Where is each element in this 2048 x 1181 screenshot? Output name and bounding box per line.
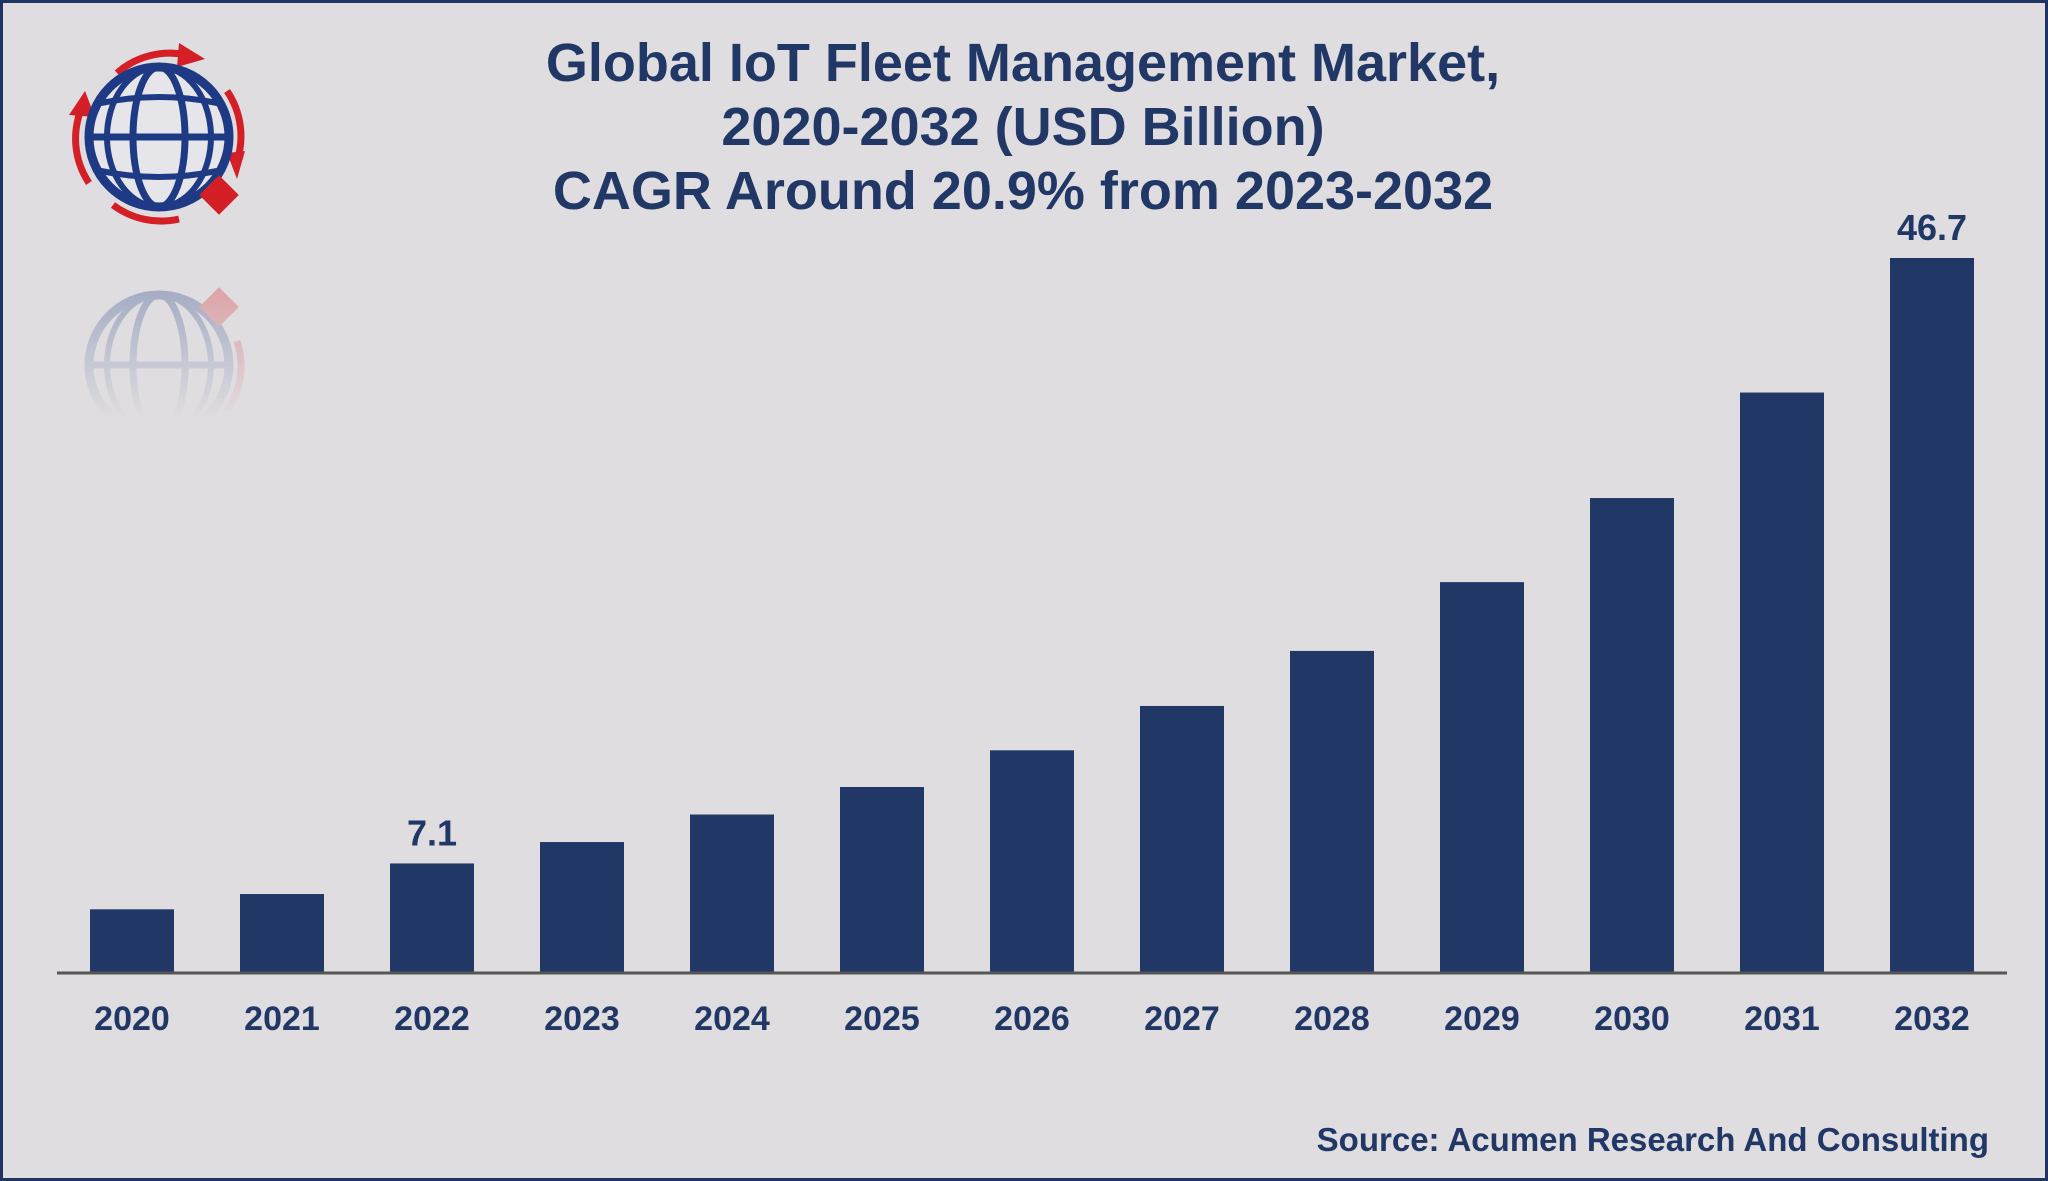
logo-globe-icon [69,43,245,225]
data-label-2022: 7.1 [407,812,457,853]
logo-reflection-icon [84,287,245,419]
x-tick-label-2028: 2028 [1294,1000,1370,1038]
bar-chart: 2020 2021 2022 2023 2024 2025 2026 2027 2028 2029… [57,207,2007,1038]
logo-diamond-icon [199,175,239,215]
bar-2032 [1890,258,1974,972]
source-note: Source: Acumen Research And Consulting [1316,1121,1989,1158]
x-tick-label-2024: 2024 [694,1000,770,1038]
x-tick-label-2026: 2026 [994,1000,1070,1038]
bar-2022 [390,863,474,972]
x-tick-label-2025: 2025 [844,1000,920,1038]
bar-2021 [240,894,324,972]
x-tick-label-2023: 2023 [544,1000,620,1038]
x-tick-label-2021: 2021 [244,1000,320,1038]
bar-2029 [1440,582,1524,972]
chart-title: Global IoT Fleet Management Market, 2020… [283,31,1763,223]
bar-2024 [690,814,774,972]
bar-2026 [990,750,1074,972]
bar-2031 [1740,392,1824,972]
chart-title-line-3: CAGR Around 20.9% from 2023-2032 [552,161,1494,221]
chart-title-line-2: 2020-2032 (USD Billion) [721,97,1325,157]
logo-arrowhead-left-icon [69,91,95,117]
bar-2027 [1140,705,1224,972]
x-tick-label-2029: 2029 [1444,1000,1520,1038]
bar-2020 [90,909,174,972]
data-label-2032: 46.7 [1897,207,1967,248]
x-tick-label-2030: 2030 [1594,1000,1670,1038]
x-tick-label-2031: 2031 [1744,1000,1820,1038]
chart-title-line-1: Global IoT Fleet Management Market, [545,33,1501,93]
bar-2030 [1590,498,1674,972]
x-tick-label-2022: 2022 [394,1000,470,1038]
logo-arrowhead-top-icon [177,43,205,67]
bar-2023 [540,842,624,972]
x-tick-label-2027: 2027 [1144,1000,1220,1038]
x-tick-label-2032: 2032 [1894,1000,1970,1038]
logo-arrow-bottom-icon [110,202,180,225]
bar-2028 [1290,650,1374,972]
logo-arrowhead-right-icon [227,151,245,179]
x-tick-label-2020: 2020 [94,1000,170,1038]
bar-2025 [840,787,924,972]
